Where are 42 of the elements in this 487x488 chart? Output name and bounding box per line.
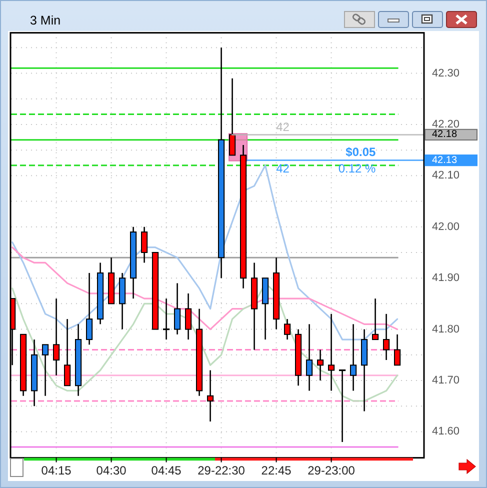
annotation: 42 (276, 161, 290, 176)
ref-line-label: 42.18 (432, 129, 458, 140)
x-tick-label: 04:30 (96, 463, 127, 478)
candlestick (53, 298, 60, 376)
candlestick (185, 292, 192, 340)
x-tick-label: 29-23:00 (308, 463, 356, 478)
y-tick-label: 42.30 (432, 67, 460, 80)
candlestick (339, 369, 346, 443)
annotation: 42 (276, 120, 290, 134)
y-tick-label: 41.90 (432, 272, 460, 284)
y-tick-label: 42.00 (432, 220, 460, 233)
candlestick (42, 344, 49, 397)
candlestick (350, 324, 357, 392)
candlestick (317, 349, 324, 382)
x-tick-label: 04:45 (151, 463, 182, 478)
ref-line-label: 42.13 (432, 154, 458, 166)
candlestick (141, 226, 148, 264)
x-tick-label: 29-22:30 (198, 463, 246, 478)
line-series (12, 164, 398, 340)
annotation: 0.12 % (338, 161, 376, 176)
candlestick (394, 334, 401, 366)
candlestick (284, 318, 291, 340)
chart-title: 3 Min (30, 13, 61, 28)
candlestick (86, 272, 93, 346)
line-series (12, 246, 398, 330)
candlestick (64, 318, 71, 386)
candlestick (207, 370, 214, 422)
y-tick-label: 41.70 (432, 374, 460, 386)
candlestick (372, 298, 379, 340)
x-tick-label: 04:15 (41, 463, 72, 478)
candlestick (163, 298, 170, 340)
candlestick (383, 313, 390, 361)
candlestick (306, 324, 313, 392)
y-tick-label: 41.60 (432, 426, 460, 438)
annotation: $0.05 (346, 144, 376, 159)
x-tick-label: 22:45 (261, 463, 292, 478)
candlestick (174, 282, 181, 336)
candlestick (328, 313, 335, 392)
y-tick-label: 42.10 (432, 170, 460, 182)
y-tick-label: 41.80 (432, 323, 460, 336)
y-tick-label: 42.20 (432, 118, 460, 130)
candlestick (229, 78, 236, 156)
